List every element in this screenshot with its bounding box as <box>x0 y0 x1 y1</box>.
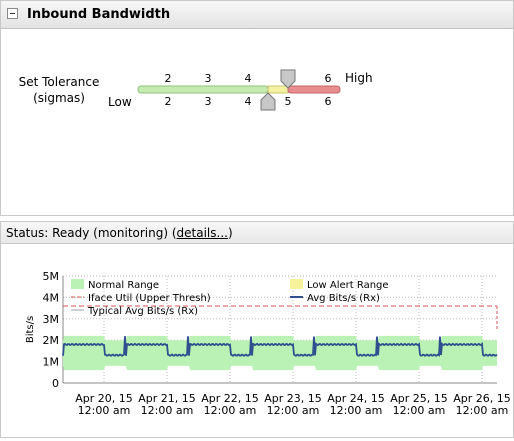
y-tick-label: 4M <box>43 291 60 304</box>
y-tick-label: 1M <box>43 356 60 369</box>
x-tick-label: 12:00 am <box>204 404 257 417</box>
slider-track-high <box>287 85 341 94</box>
slider-track-low-alert <box>267 85 289 94</box>
legend-swatch <box>290 279 303 289</box>
tolerance-label-line1: Set Tolerance <box>18 75 100 89</box>
tolerance-label: Set Tolerance (sigmas) <box>15 74 103 106</box>
high-label: High <box>345 71 373 85</box>
status-bar: Status: Ready (monitoring) (details...) <box>0 221 514 244</box>
x-tick-label: Apr 26, 15 <box>453 392 511 405</box>
legend-label: Iface Util (Upper Thresh) <box>88 293 211 304</box>
legend-label: Normal Range <box>88 280 159 291</box>
tolerance-slider[interactable]: 2 3 4 6 2 3 4 5 6 <box>1 1 513 215</box>
legend-label: Low Alert Range <box>307 280 389 291</box>
y-tick-label: 0 <box>52 377 59 390</box>
lower-tick-label: 2 <box>165 95 172 108</box>
x-tick-label: Apr 22, 15 <box>201 392 259 405</box>
x-tick-label: 12:00 am <box>393 404 446 417</box>
collapse-icon[interactable] <box>7 8 18 19</box>
lower-tick-label: 5 <box>285 95 292 108</box>
legend-label: Typical Avg Bits/s (Rx) <box>87 306 198 317</box>
y-tick-label: 2M <box>43 334 60 347</box>
upper-slider-handle[interactable] <box>280 69 296 89</box>
x-tick-label: 12:00 am <box>330 404 383 417</box>
details-link[interactable]: details... <box>176 226 228 240</box>
x-tick-label: Apr 21, 15 <box>138 392 196 405</box>
x-tick-label: Apr 24, 15 <box>327 392 385 405</box>
normal-range-band <box>63 335 497 371</box>
upper-tick-label: 3 <box>205 72 212 85</box>
inbound-bandwidth-panel: Inbound Bandwidth Set Tolerance (sigmas)… <box>0 0 514 216</box>
panel-header: Inbound Bandwidth <box>1 1 513 29</box>
x-tick-label: Apr 23, 15 <box>264 392 322 405</box>
status-text: Status: Ready (monitoring) (details...) <box>6 226 233 240</box>
y-axis-label: Bits/s <box>25 316 36 343</box>
y-tick-label: 5M <box>43 270 60 283</box>
legend-label: Avg Bits/s (Rx) <box>307 293 380 304</box>
x-tick-label: Apr 25, 15 <box>390 392 448 405</box>
upper-tick-label: 4 <box>245 72 252 85</box>
upper-tick-label: 6 <box>325 72 332 85</box>
upper-tick-label: 2 <box>165 72 172 85</box>
x-tick-label: 12:00 am <box>78 404 131 417</box>
x-tick-label: 12:00 am <box>267 404 320 417</box>
tolerance-label-line2: (sigmas) <box>33 91 85 105</box>
avg-bits-line <box>62 336 498 357</box>
low-label: Low <box>108 95 132 109</box>
chart-box: Bits/s 0 1M 2M 3M 4M 5M Apr 20, 15 12:00 am Apr 2… <box>0 243 514 438</box>
lower-tick-label: 6 <box>325 95 332 108</box>
lower-slider-handle[interactable] <box>260 92 276 111</box>
x-tick-label: 12:00 am <box>456 404 509 417</box>
x-tick-label: Apr 20, 15 <box>75 392 133 405</box>
panel-title: Inbound Bandwidth <box>27 7 171 22</box>
legend-swatch <box>71 279 84 289</box>
slider-track-normal <box>137 85 269 94</box>
lower-tick-label: 4 <box>245 95 252 108</box>
lower-tick-label: 3 <box>205 95 212 108</box>
x-tick-label: 12:00 am <box>141 404 194 417</box>
y-tick-label: 3M <box>43 313 60 326</box>
